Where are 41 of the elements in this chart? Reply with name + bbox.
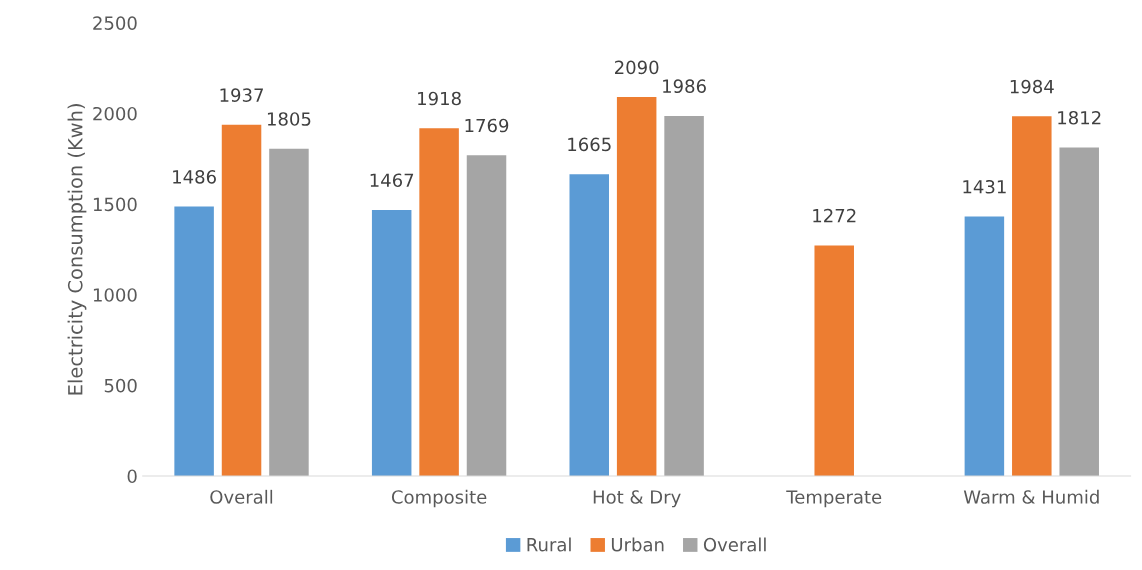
data-label: 1467 xyxy=(370,173,414,188)
data-label: 2090 xyxy=(615,60,659,75)
x-tick-label: Hot & Dry xyxy=(593,490,681,508)
data-label: 1665 xyxy=(568,137,611,152)
bar xyxy=(269,148,309,476)
legend-label: Overall xyxy=(703,537,766,552)
data-label: 1805 xyxy=(267,112,311,126)
bar xyxy=(569,174,610,476)
data-label: 1769 xyxy=(465,118,509,133)
bar xyxy=(419,128,459,476)
bar xyxy=(174,206,214,476)
bar xyxy=(1012,116,1052,476)
x-tick-label: Composite xyxy=(391,489,487,508)
y-axis-title: Electricity Consumption (Kwh) xyxy=(67,104,87,395)
y-tick-label: 2500 xyxy=(93,16,137,30)
legend-label: Urban xyxy=(611,537,664,552)
legend-label: Rural xyxy=(527,537,571,552)
x-tick-label: Temperate xyxy=(786,490,882,508)
data-label: 1986 xyxy=(663,79,706,94)
data-label: 1812 xyxy=(1058,110,1101,125)
y-tick-label: 0 xyxy=(127,469,137,484)
x-tick-label: Warm & Humid xyxy=(963,489,1099,504)
data-label: 1486 xyxy=(173,170,216,184)
bar xyxy=(964,216,1005,476)
data-label: 1918 xyxy=(418,91,461,106)
data-label: 1937 xyxy=(220,88,263,102)
y-tick-label: 2000 xyxy=(93,106,137,121)
bar xyxy=(221,124,262,476)
y-tick-label: 500 xyxy=(104,378,137,393)
bar xyxy=(466,155,507,476)
data-label: 1272 xyxy=(813,208,856,223)
y-tick-label: 1500 xyxy=(93,197,137,212)
bar xyxy=(616,97,657,476)
x-tick-label: Overall xyxy=(210,489,273,504)
data-label: 1431 xyxy=(963,179,1006,194)
bar xyxy=(371,210,412,476)
data-label: 1984 xyxy=(1010,79,1054,94)
bar xyxy=(664,115,704,476)
y-tick-label: 1000 xyxy=(93,288,137,302)
bar xyxy=(814,245,854,476)
bar xyxy=(1059,147,1099,476)
